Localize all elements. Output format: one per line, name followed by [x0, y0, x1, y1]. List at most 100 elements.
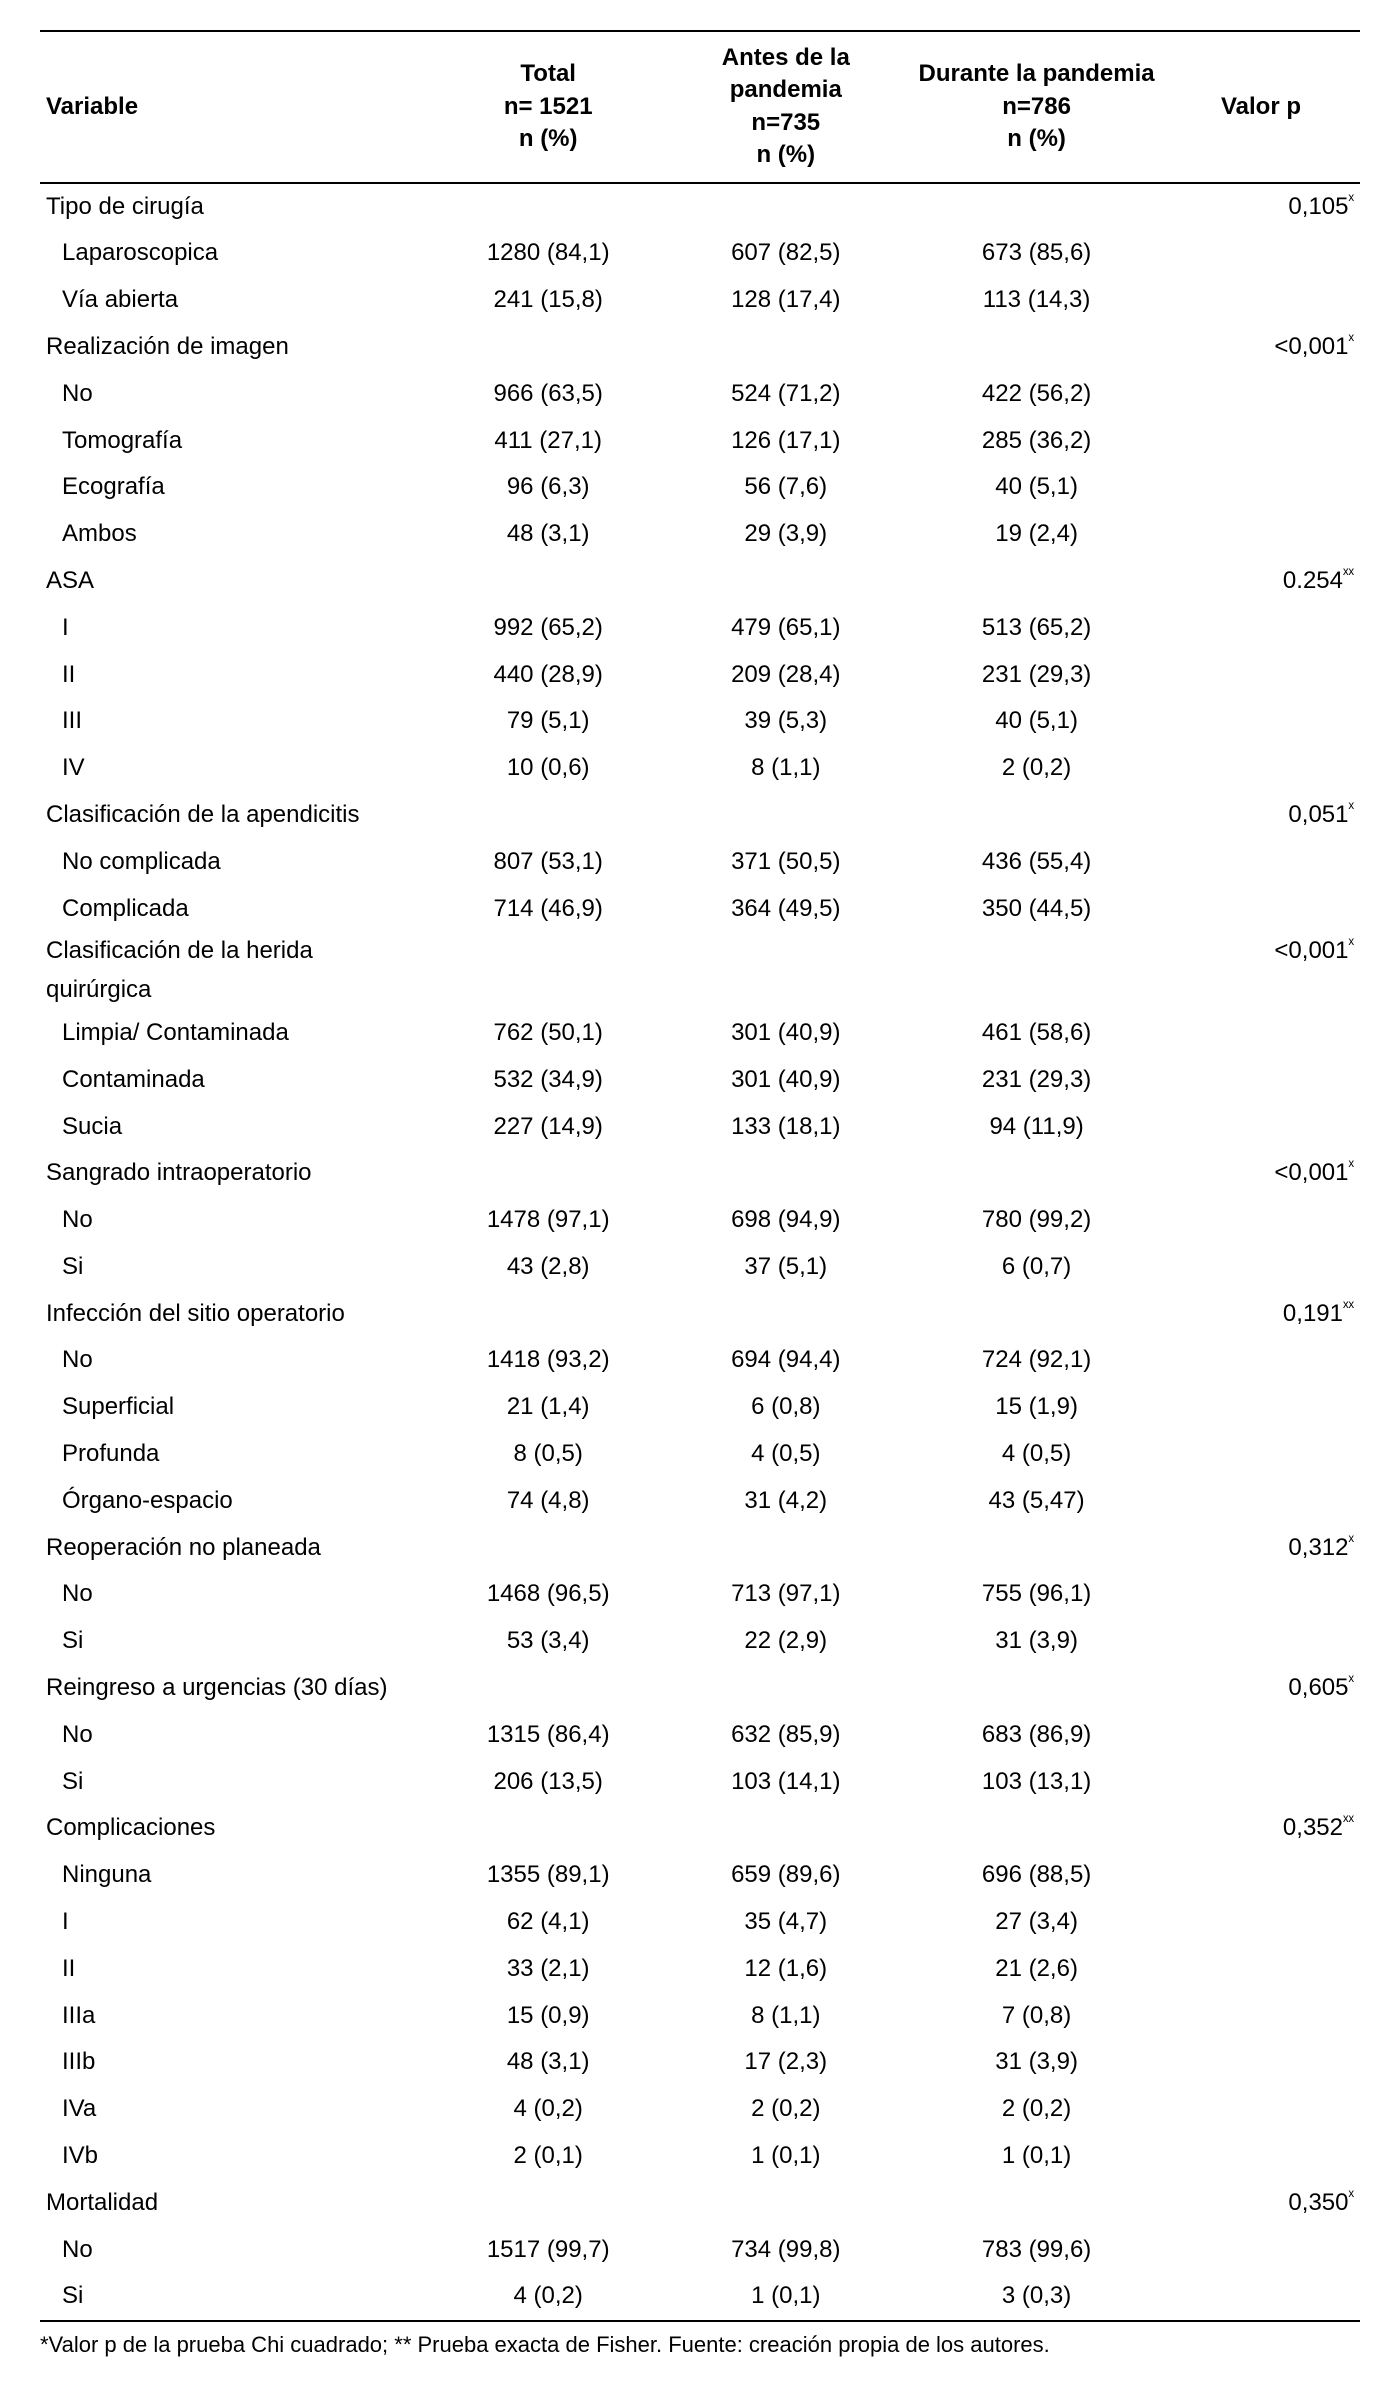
cell-during: 513 (65,2)	[911, 605, 1162, 652]
section-label: ASA	[40, 558, 436, 605]
cell-before: 301 (40,9)	[660, 1057, 911, 1104]
cell-total: 532 (34,9)	[436, 1057, 660, 1104]
col-total-l2: n= 1521	[504, 93, 593, 120]
footnote: *Valor p de la prueba Chi cuadrado; ** P…	[40, 2322, 1360, 2361]
cell-during: 4 (0,5)	[911, 1431, 1162, 1478]
row-label: IV	[40, 745, 436, 792]
table-row: Ninguna1355 (89,1)659 (89,6)696 (88,5)	[40, 1852, 1360, 1899]
cell-before: 694 (94,4)	[660, 1337, 911, 1384]
cell-total: 966 (63,5)	[436, 371, 660, 418]
row-label: Ambos	[40, 511, 436, 558]
table-row: Contaminada532 (34,9)301 (40,9)231 (29,3…	[40, 1057, 1360, 1104]
table-row: Vía abierta241 (15,8)128 (17,4)113 (14,3…	[40, 277, 1360, 324]
p-value: 0,312ˣ	[1162, 1525, 1360, 1572]
cell-before: 56 (7,6)	[660, 464, 911, 511]
cell-before: 713 (97,1)	[660, 1571, 911, 1618]
p-value: 0,191ˣˣ	[1162, 1291, 1360, 1338]
table-row: Profunda8 (0,5)4 (0,5)4 (0,5)	[40, 1431, 1360, 1478]
row-label: IVa	[40, 2086, 436, 2133]
cell-during: 231 (29,3)	[911, 652, 1162, 699]
row-label: Vía abierta	[40, 277, 436, 324]
table-row: Órgano-espacio74 (4,8)31 (4,2)43 (5,47)	[40, 1478, 1360, 1525]
p-value: 0,605ˣ	[1162, 1665, 1360, 1712]
row-label: No	[40, 1712, 436, 1759]
cell-total: 33 (2,1)	[436, 1946, 660, 1993]
cell-during: 436 (55,4)	[911, 839, 1162, 886]
table-row: No1478 (97,1)698 (94,9)780 (99,2)	[40, 1197, 1360, 1244]
section-label: Tipo de cirugía	[40, 183, 436, 231]
section-header: Realización de imagen<0,001ˣ	[40, 324, 1360, 371]
row-label: No	[40, 371, 436, 418]
cell-during: 780 (99,2)	[911, 1197, 1162, 1244]
section-label: Realización de imagen	[40, 324, 436, 371]
cell-before: 698 (94,9)	[660, 1197, 911, 1244]
row-label: I	[40, 605, 436, 652]
cell-during: 422 (56,2)	[911, 371, 1162, 418]
table-row: III79 (5,1)39 (5,3)40 (5,1)	[40, 698, 1360, 745]
cell-before: 8 (1,1)	[660, 1993, 911, 2040]
p-value: <0,001ˣ	[1162, 932, 1360, 971]
cell-before: 31 (4,2)	[660, 1478, 911, 1525]
cell-before: 8 (1,1)	[660, 745, 911, 792]
table-row: Ambos48 (3,1)29 (3,9)19 (2,4)	[40, 511, 1360, 558]
cell-total: 807 (53,1)	[436, 839, 660, 886]
cell-total: 1355 (89,1)	[436, 1852, 660, 1899]
section-header: Reingreso a urgencias (30 días)0,605ˣ	[40, 1665, 1360, 1712]
header-row: Variable Total n= 1521 n (%) Antes de la…	[40, 31, 1360, 183]
table-row: IIIa15 (0,9)8 (1,1)7 (0,8)	[40, 1993, 1360, 2040]
table-row: No complicada807 (53,1)371 (50,5)436 (55…	[40, 839, 1360, 886]
table-row: IVa4 (0,2)2 (0,2)2 (0,2)	[40, 2086, 1360, 2133]
row-label: III	[40, 698, 436, 745]
row-label: Complicada	[40, 886, 436, 933]
row-label: Superficial	[40, 1384, 436, 1431]
cell-during: 461 (58,6)	[911, 1010, 1162, 1057]
cell-during: 683 (86,9)	[911, 1712, 1162, 1759]
cell-before: 524 (71,2)	[660, 371, 911, 418]
row-label: Si	[40, 1618, 436, 1665]
cell-during: 19 (2,4)	[911, 511, 1162, 558]
section-header: Clasificación de la herida<0,001ˣ	[40, 932, 1360, 971]
cell-before: 17 (2,3)	[660, 2039, 911, 2086]
cell-before: 128 (17,4)	[660, 277, 911, 324]
cell-during: 31 (3,9)	[911, 1618, 1162, 1665]
cell-during: 113 (14,3)	[911, 277, 1162, 324]
table-row: Tomografía411 (27,1)126 (17,1)285 (36,2)	[40, 418, 1360, 465]
cell-total: 43 (2,8)	[436, 1244, 660, 1291]
cell-total: 48 (3,1)	[436, 511, 660, 558]
table-row: IV10 (0,6)8 (1,1)2 (0,2)	[40, 745, 1360, 792]
row-label: No complicada	[40, 839, 436, 886]
cell-total: 714 (46,9)	[436, 886, 660, 933]
row-label: Contaminada	[40, 1057, 436, 1104]
cell-before: 126 (17,1)	[660, 418, 911, 465]
row-label: Si	[40, 2273, 436, 2321]
p-value: 0,350ˣ	[1162, 2180, 1360, 2227]
cell-total: 8 (0,5)	[436, 1431, 660, 1478]
section-label: quirúrgica	[40, 971, 436, 1010]
col-before-l1: Antes de la pandemia	[722, 44, 850, 103]
cell-total: 74 (4,8)	[436, 1478, 660, 1525]
table-row: Laparoscopica1280 (84,1)607 (82,5)673 (8…	[40, 230, 1360, 277]
table-row: No1418 (93,2)694 (94,4)724 (92,1)	[40, 1337, 1360, 1384]
cell-during: 40 (5,1)	[911, 698, 1162, 745]
cell-during: 21 (2,6)	[911, 1946, 1162, 1993]
cell-before: 39 (5,3)	[660, 698, 911, 745]
cell-total: 762 (50,1)	[436, 1010, 660, 1057]
table-row: No1315 (86,4)632 (85,9)683 (86,9)	[40, 1712, 1360, 1759]
row-label: Profunda	[40, 1431, 436, 1478]
table-row: IVb2 (0,1)1 (0,1)1 (0,1)	[40, 2133, 1360, 2180]
row-label: Laparoscopica	[40, 230, 436, 277]
cell-before: 364 (49,5)	[660, 886, 911, 933]
row-label: Órgano-espacio	[40, 1478, 436, 1525]
row-label: Ninguna	[40, 1852, 436, 1899]
cell-total: 1418 (93,2)	[436, 1337, 660, 1384]
col-during: Durante la pandemia n=786 n (%)	[911, 31, 1162, 183]
table-row: Si43 (2,8)37 (5,1)6 (0,7)	[40, 1244, 1360, 1291]
cell-during: 350 (44,5)	[911, 886, 1162, 933]
cell-before: 133 (18,1)	[660, 1104, 911, 1151]
cell-during: 755 (96,1)	[911, 1571, 1162, 1618]
cell-total: 4 (0,2)	[436, 2273, 660, 2321]
table-row: I992 (65,2)479 (65,1)513 (65,2)	[40, 605, 1360, 652]
row-label: II	[40, 1946, 436, 1993]
row-label: Si	[40, 1759, 436, 1806]
cell-during: 231 (29,3)	[911, 1057, 1162, 1104]
